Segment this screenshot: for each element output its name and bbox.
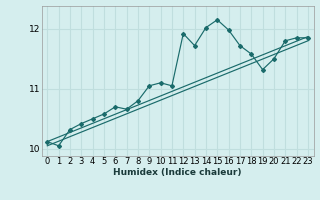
X-axis label: Humidex (Indice chaleur): Humidex (Indice chaleur) xyxy=(113,168,242,177)
